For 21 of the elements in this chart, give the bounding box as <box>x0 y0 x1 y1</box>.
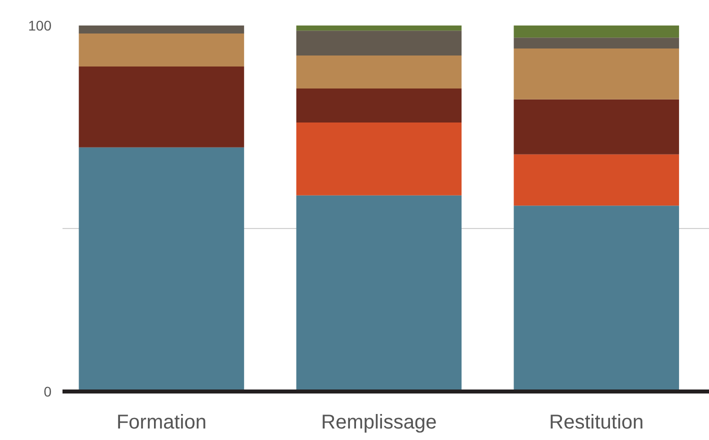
bar <box>296 88 462 122</box>
bar <box>514 206 680 392</box>
bar <box>514 48 680 100</box>
bar <box>78 26 244 34</box>
x-tick-label: Formation <box>116 412 206 434</box>
bar <box>296 122 462 196</box>
bar <box>296 26 462 31</box>
bar <box>514 26 680 38</box>
bar <box>296 56 462 88</box>
y-tick-label: 0 <box>44 384 52 400</box>
bar <box>78 66 244 148</box>
bar <box>514 99 680 154</box>
bar <box>514 38 680 49</box>
bar <box>514 154 680 206</box>
y-tick-label: 100 <box>28 18 52 34</box>
x-tick-label: Remplissage <box>321 412 437 434</box>
bar <box>296 30 462 56</box>
bar <box>296 195 462 392</box>
x-tick-label: Restitution <box>549 412 644 434</box>
bar <box>78 147 244 392</box>
bar <box>78 34 244 66</box>
